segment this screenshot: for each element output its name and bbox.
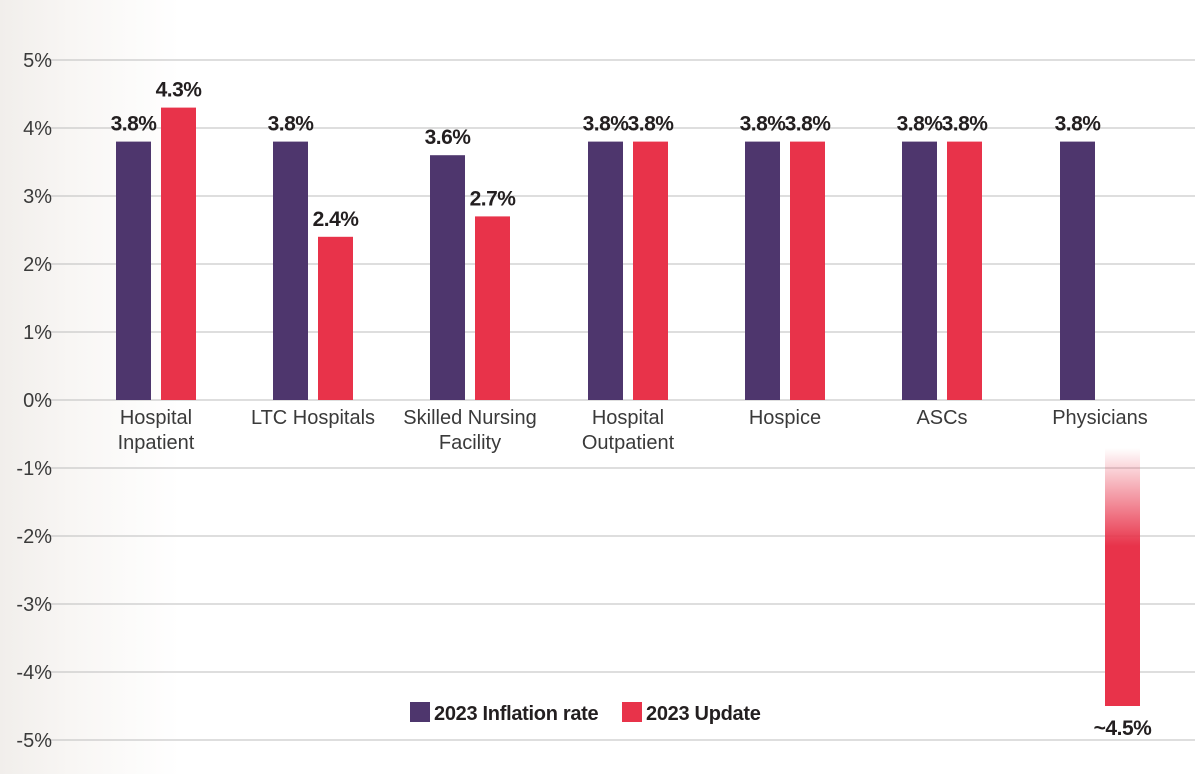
category-label: Physicians	[1052, 407, 1148, 429]
legend-swatch-inflation	[410, 702, 430, 722]
category-label: Hospital	[120, 407, 192, 429]
bar-update	[161, 107, 196, 400]
bar-update	[1105, 448, 1140, 706]
y-tick-label: -1%	[16, 458, 52, 480]
y-axis-ticks: 5% 4% 3% 2% 1% 0% -1% -2% -3% -4% -5%	[16, 50, 52, 752]
bar-update	[633, 141, 668, 400]
y-tick-label: -3%	[16, 594, 52, 616]
category-label: LTC Hospitals	[251, 407, 375, 429]
legend-swatch-update	[622, 702, 642, 722]
bars	[116, 107, 1140, 706]
category-label: Facility	[439, 432, 501, 454]
category-label: Hospital	[592, 407, 664, 429]
data-label-update: ~4.5%	[1094, 717, 1152, 740]
data-label-inflation: 3.8%	[1055, 113, 1102, 136]
y-tick-label: 5%	[23, 50, 52, 72]
data-label-inflation: 3.8%	[897, 113, 944, 136]
data-label-inflation: 3.8%	[111, 113, 158, 136]
category-label: Hospice	[749, 407, 821, 429]
legend-label-update: 2023 Update	[646, 703, 761, 725]
data-label-inflation: 3.8%	[268, 113, 315, 136]
category-labels: Hospital Inpatient LTC Hospitals Skilled Nu…	[118, 407, 1148, 454]
bar-update	[947, 141, 982, 400]
data-label-inflation: 3.8%	[740, 113, 787, 136]
data-labels: 3.8%4.3%3.8%2.4%3.6%2.7%3.8% 3.8% 3.8% 3.8%…	[111, 79, 1153, 740]
legend: 2023 Inflation rate 2023 Update	[410, 702, 761, 725]
data-label-update: 3.8%	[942, 113, 989, 136]
data-label-update: 2.4%	[313, 208, 360, 231]
y-tick-label: 4%	[23, 118, 52, 140]
data-label-inflation: 3.8%	[583, 113, 630, 136]
data-label-inflation: 3.6%	[425, 126, 472, 149]
data-label-update: 3.8%	[628, 113, 675, 136]
y-tick-label: 3%	[23, 186, 52, 208]
y-tick-label: 1%	[23, 322, 52, 344]
category-label: Skilled Nursing	[403, 407, 536, 429]
y-tick-label: 0%	[23, 390, 52, 412]
y-tick-label: -4%	[16, 662, 52, 684]
bar-inflation	[745, 141, 780, 400]
data-label-update: 4.3%	[156, 79, 203, 102]
y-tick-label: -2%	[16, 526, 52, 548]
bar-inflation	[588, 141, 623, 400]
category-label: Inpatient	[118, 432, 195, 454]
bar-update	[318, 236, 353, 400]
category-label: Outpatient	[582, 432, 675, 454]
y-tick-label: 2%	[23, 254, 52, 276]
data-label-update: 2.7%	[470, 187, 517, 210]
data-label-update: 3.8%	[785, 113, 832, 136]
bar-inflation	[116, 141, 151, 400]
bar-update	[790, 141, 825, 400]
category-label: ASCs	[916, 407, 967, 429]
bar-update	[475, 216, 510, 400]
bar-inflation	[1060, 141, 1095, 400]
bar-inflation	[273, 141, 308, 400]
legend-label-inflation: 2023 Inflation rate	[434, 703, 599, 725]
bar-inflation	[902, 141, 937, 400]
bar-inflation	[430, 155, 465, 400]
y-tick-label: -5%	[16, 730, 52, 752]
